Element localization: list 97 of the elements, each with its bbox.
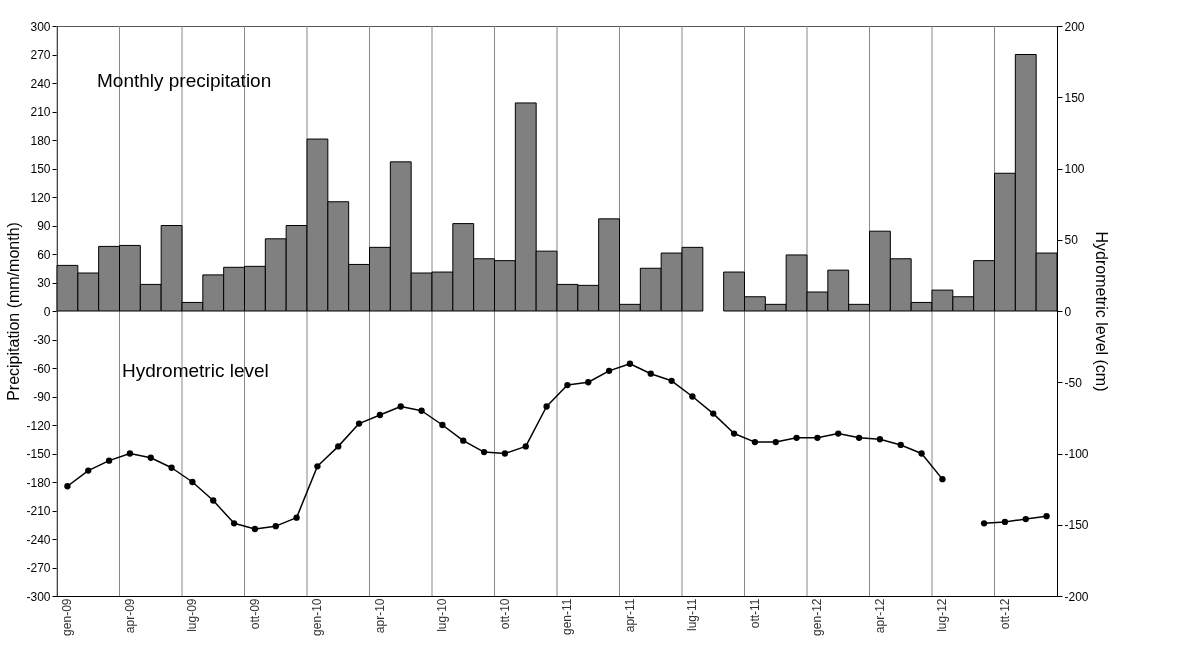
- annotation: Hydrometric level: [122, 360, 269, 381]
- point: [64, 483, 71, 490]
- y2-axis-title: Hydrometric level (cm): [1092, 231, 1110, 392]
- point: [855, 434, 863, 441]
- y2-tick-label: -150: [1064, 518, 1089, 533]
- point: [585, 379, 592, 386]
- y-tick-label: 210: [30, 105, 51, 119]
- x-tick-label: lug-11: [685, 598, 700, 631]
- y-tick-label: -210: [26, 504, 51, 518]
- y2-tick-label: -50: [1064, 375, 1083, 390]
- y-tick-label: -240: [26, 532, 51, 547]
- y-tick-label: 60: [37, 247, 51, 262]
- y-tick-label: 180: [30, 133, 51, 148]
- point: [272, 523, 279, 530]
- y-tick-label: -120: [26, 418, 51, 433]
- x-tick-label: ott-12: [997, 598, 1012, 630]
- y-tick-label: 300: [30, 19, 51, 34]
- y2-tick-label: 200: [1064, 19, 1085, 34]
- point: [939, 475, 946, 483]
- point: [314, 463, 321, 470]
- point: [605, 367, 613, 375]
- point: [230, 520, 238, 527]
- x-tick-label: ott-11: [747, 598, 762, 629]
- point: [564, 381, 571, 389]
- point: [147, 454, 154, 461]
- point: [668, 377, 675, 384]
- x-tick-label: gen-09: [60, 598, 75, 636]
- y-tick-label: 30: [37, 276, 51, 290]
- annotation: Monthly precipitation: [97, 70, 272, 91]
- y2-tick-label: 0: [1064, 304, 1072, 319]
- x-tick-label: ott-10: [497, 598, 512, 630]
- point: [397, 403, 404, 410]
- point: [647, 370, 654, 377]
- point: [189, 478, 196, 486]
- y2-tick-label: -100: [1064, 447, 1089, 461]
- y-tick-label: -270: [26, 561, 51, 575]
- point: [626, 360, 634, 367]
- x-tick-label: gen-10: [310, 598, 325, 636]
- y-tick-label: 120: [30, 190, 51, 205]
- y-tick-label: -90: [33, 390, 51, 404]
- point: [751, 438, 759, 446]
- x-tick-label: apr-09: [122, 598, 137, 634]
- point: [710, 410, 717, 417]
- y2-tick-label: 100: [1064, 162, 1085, 176]
- point: [522, 443, 529, 450]
- y-axis-title: Precipitation (mm/month): [5, 222, 23, 401]
- y-tick-label: -300: [26, 589, 51, 604]
- point: [814, 434, 821, 441]
- y-tick-label: -180: [26, 475, 51, 490]
- point: [876, 436, 884, 443]
- point: [918, 450, 925, 457]
- point: [480, 448, 488, 456]
- point: [105, 457, 113, 464]
- point: [730, 430, 738, 437]
- y2-tick-label: -200: [1064, 589, 1089, 604]
- point: [168, 464, 175, 471]
- y-tick-label: 90: [37, 219, 51, 233]
- y-tick-label: 270: [30, 48, 51, 62]
- point: [460, 437, 467, 444]
- x-tick-label: gen-12: [810, 598, 825, 636]
- point: [1001, 518, 1009, 526]
- point: [793, 434, 800, 441]
- y-tick-label: 150: [30, 162, 51, 176]
- x-tick-label: apr-10: [372, 598, 387, 634]
- y-tick-label: 240: [30, 76, 51, 91]
- y2-tick-label: 150: [1064, 90, 1085, 105]
- y-tick-label: -60: [33, 361, 51, 376]
- point: [376, 411, 384, 419]
- point: [1043, 513, 1050, 520]
- point: [772, 438, 779, 446]
- x-tick-label: lug-12: [935, 598, 950, 632]
- point: [439, 421, 446, 429]
- y-tick-label: 0: [43, 304, 51, 319]
- point: [293, 514, 300, 521]
- point: [251, 525, 259, 533]
- point: [335, 443, 342, 450]
- point: [980, 520, 988, 527]
- point: [1022, 515, 1029, 523]
- x-tick-label: apr-12: [872, 598, 887, 634]
- x-tick-label: gen-11: [560, 598, 575, 635]
- x-tick-label: lug-10: [435, 598, 450, 632]
- point: [355, 420, 363, 427]
- point: [210, 497, 217, 504]
- point: [85, 467, 92, 474]
- point: [126, 450, 134, 457]
- y-tick-label: -30: [33, 333, 51, 347]
- y2-tick-label: 50: [1064, 233, 1079, 248]
- y-tick-label: -150: [26, 447, 51, 461]
- point: [835, 430, 842, 437]
- x-tick-label: lug-09: [185, 598, 200, 632]
- point: [543, 403, 550, 410]
- x-tick-label: apr-11: [622, 598, 637, 633]
- point: [897, 441, 904, 449]
- point: [689, 393, 696, 400]
- point: [418, 407, 425, 414]
- point: [501, 450, 509, 457]
- x-tick-label: ott-09: [247, 598, 262, 630]
